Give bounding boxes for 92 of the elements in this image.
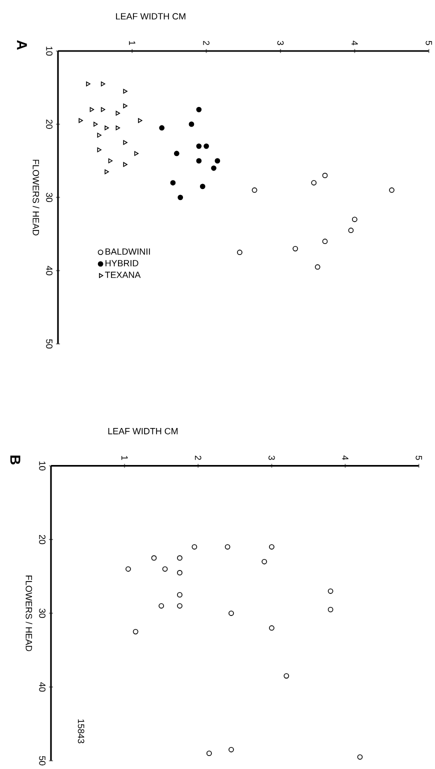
point [116, 125, 120, 130]
point [252, 187, 258, 193]
point [176, 555, 182, 561]
point [228, 610, 234, 616]
point [314, 264, 320, 270]
point [162, 566, 168, 572]
point [151, 555, 157, 561]
chart-title: A [16, 40, 27, 50]
point [328, 588, 334, 594]
point [292, 246, 298, 252]
point [97, 147, 102, 152]
point [125, 566, 131, 572]
point [104, 169, 109, 174]
y-axis-title: FLOWERS / HEAD [32, 160, 40, 236]
x-axis-title: LEAF WIDTH CM [108, 428, 178, 434]
point [311, 180, 316, 186]
point [90, 107, 94, 112]
point [196, 143, 202, 149]
point [123, 140, 128, 145]
x-tick-label: 4 [342, 456, 348, 460]
y-tick-label: 40 [46, 266, 52, 276]
x-tick-label: 1 [128, 41, 136, 46]
point [268, 625, 274, 631]
y-tick-label: 50 [38, 756, 46, 766]
point [170, 180, 176, 186]
y-tick-label: 20 [46, 120, 52, 129]
y-axis-title: FLOWERS / HEAD [26, 576, 32, 652]
point [196, 106, 202, 112]
point [196, 158, 202, 164]
x-tick-label: 3 [268, 456, 275, 460]
y-tick-label: 10 [46, 46, 52, 56]
point [78, 118, 83, 123]
x-tick-label: 5 [426, 40, 432, 46]
point [206, 750, 212, 756]
point [176, 570, 182, 576]
point [104, 125, 109, 130]
x-tick-label: 4 [351, 40, 358, 46]
point [262, 558, 267, 564]
point [97, 132, 102, 138]
legend-label: BALDWINII [105, 248, 150, 255]
x-tick-label: 2 [194, 456, 202, 460]
point [86, 82, 90, 86]
point [322, 238, 328, 244]
point [388, 187, 394, 193]
y-tick-label: 40 [38, 682, 46, 692]
x-tick-label: 1 [121, 456, 128, 460]
y-tick-label: 30 [46, 192, 52, 202]
point [284, 673, 289, 679]
point [236, 250, 242, 256]
legend-label: HYBRID [105, 260, 138, 266]
point [123, 88, 128, 94]
chart-title: B [10, 456, 20, 464]
y-tick-label: 20 [38, 535, 46, 544]
point [176, 603, 182, 609]
point [100, 82, 106, 86]
point [192, 544, 198, 550]
point [116, 110, 120, 116]
point [357, 754, 363, 760]
point [328, 606, 334, 612]
point [352, 216, 358, 222]
point [93, 122, 98, 127]
point [123, 162, 128, 167]
point [134, 151, 138, 156]
point [322, 172, 328, 178]
x-tick-label: 2 [203, 40, 210, 46]
point [123, 104, 128, 108]
point [210, 165, 216, 171]
x-axis-title: LEAF WIDTH CM [116, 13, 186, 20]
point [100, 107, 106, 112]
point [158, 125, 164, 131]
point [228, 746, 234, 752]
point [138, 118, 142, 123]
point [132, 628, 138, 634]
point [348, 228, 354, 234]
y-tick-label: 50 [46, 339, 52, 348]
x-tick-label: 5 [416, 456, 422, 460]
x-tick-label: 3 [277, 40, 284, 46]
point [204, 143, 209, 149]
y-tick-label: 10 [38, 462, 46, 470]
point [268, 544, 274, 550]
annotation: 15843 [78, 719, 84, 744]
point [158, 603, 164, 609]
point [176, 592, 182, 598]
point [188, 122, 194, 127]
point [174, 150, 180, 156]
legend-label: TEXANA [104, 272, 141, 278]
point [178, 194, 183, 200]
point [214, 158, 220, 164]
point [224, 544, 230, 550]
point [108, 158, 112, 164]
y-tick-label: 30 [38, 608, 46, 618]
point [200, 184, 206, 190]
